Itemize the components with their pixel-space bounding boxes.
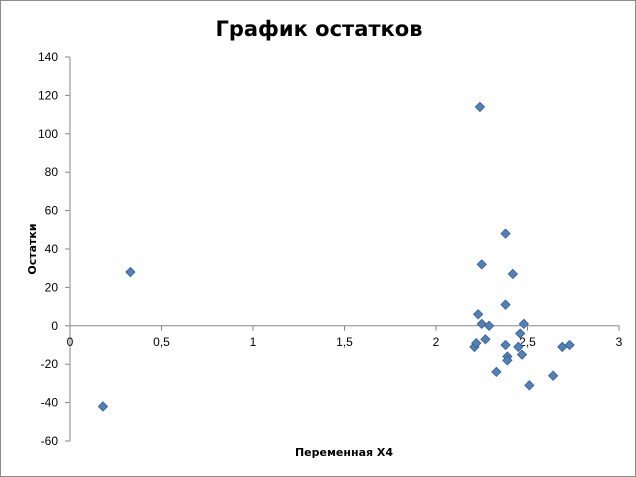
y-axis-label: Остатки <box>26 223 39 274</box>
y-tick-label: -20 <box>41 357 59 371</box>
data-point <box>97 401 109 412</box>
data-point <box>483 320 495 331</box>
data-point <box>513 341 524 353</box>
y-tick-label: -60 <box>41 434 59 448</box>
chart-title: График остатков <box>215 17 422 41</box>
x-axis: 0 0,5 1 1,5 2 2,5 3 <box>67 325 623 349</box>
data-point <box>476 259 487 270</box>
y-tick-label: 0 <box>51 319 58 333</box>
data-point <box>557 341 568 353</box>
y-tick-label: 40 <box>45 242 59 256</box>
data-point <box>516 349 528 360</box>
data-point <box>125 266 136 278</box>
y-tick-label: -40 <box>41 396 59 410</box>
data-point <box>515 328 526 339</box>
data-point <box>518 318 530 330</box>
data-point <box>500 228 511 239</box>
data-point <box>474 101 486 113</box>
x-tick-label: 0 <box>67 335 74 349</box>
x-tick-label: 2,5 <box>519 335 536 349</box>
y-tick-label: 120 <box>38 88 58 102</box>
data-point <box>472 309 484 320</box>
x-tick-label: 1 <box>250 335 257 349</box>
x-tick-label: 3 <box>616 335 623 349</box>
y-tick-label: 20 <box>45 280 59 294</box>
x-tick-label: 0,5 <box>153 335 170 349</box>
data-point <box>471 337 482 349</box>
data-point <box>476 318 487 330</box>
x-axis-label: Переменная X4 <box>295 446 393 459</box>
data-point <box>480 334 491 345</box>
x-tick-label: 1,5 <box>336 335 353 349</box>
y-axis: -60 -40 -20 0 20 40 60 80 100 120 140 <box>38 50 71 448</box>
data-point <box>491 366 502 378</box>
x-tick-label: 2 <box>433 335 440 349</box>
y-tick-label: 80 <box>45 165 59 179</box>
y-tick-label: 140 <box>38 50 58 64</box>
data-point <box>502 355 513 366</box>
data-point <box>564 339 575 351</box>
data-point <box>524 380 535 391</box>
data-points <box>97 101 575 412</box>
y-tick-label: 100 <box>38 127 58 141</box>
data-point <box>500 299 511 310</box>
data-point <box>507 268 519 280</box>
data-point <box>547 370 559 381</box>
data-point <box>500 339 511 351</box>
y-tick-label: 60 <box>45 204 59 218</box>
